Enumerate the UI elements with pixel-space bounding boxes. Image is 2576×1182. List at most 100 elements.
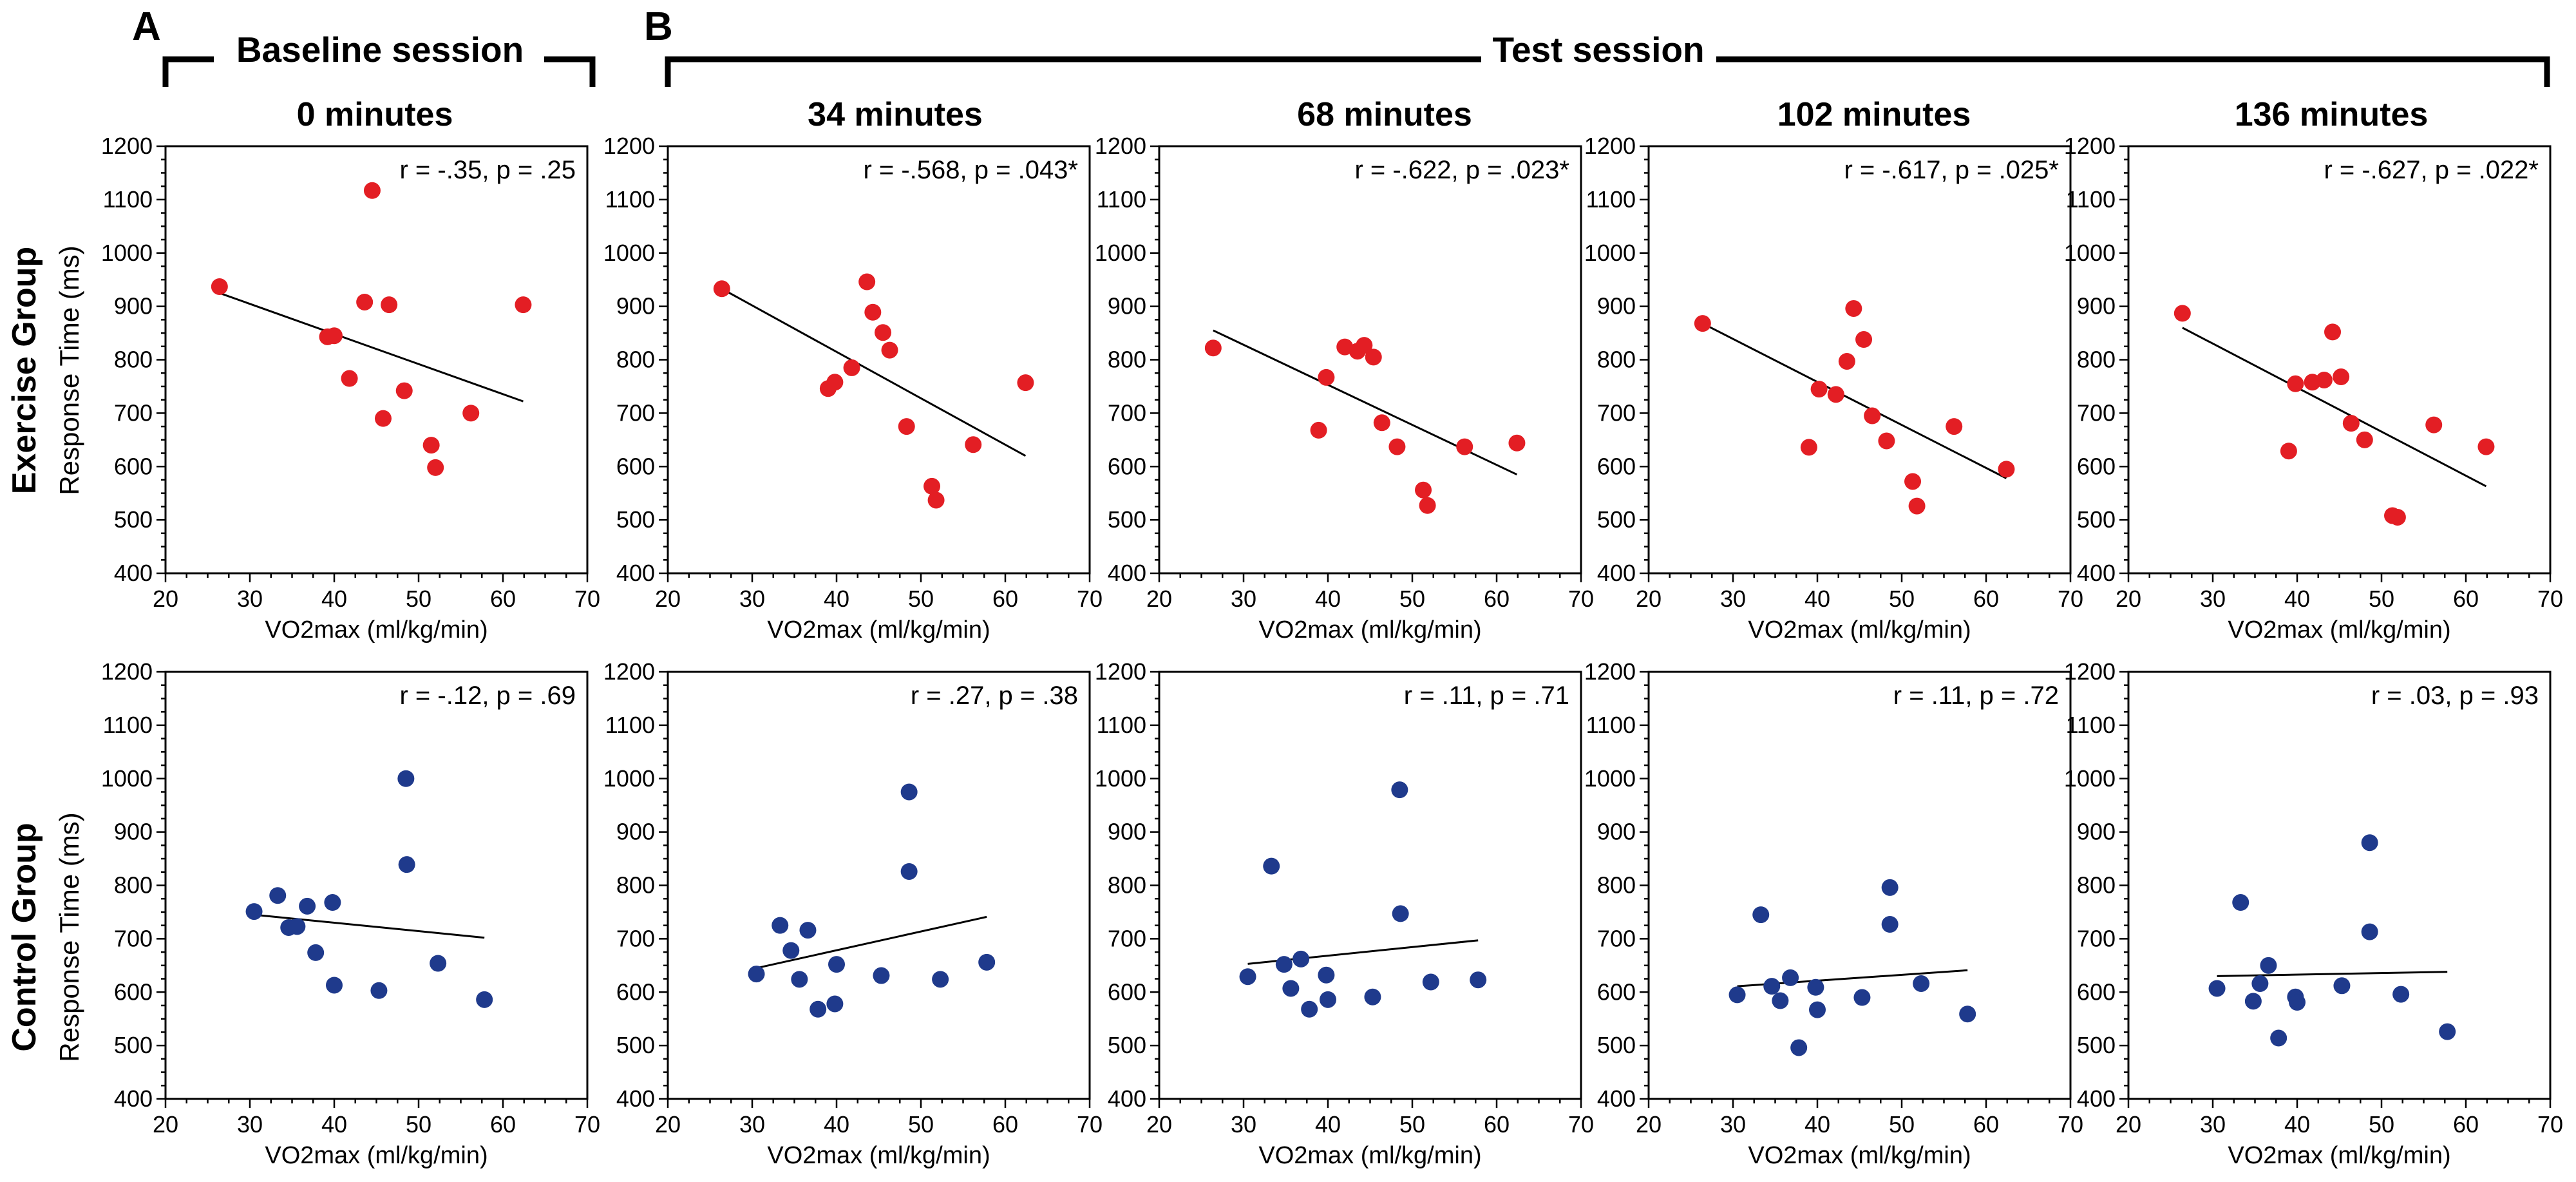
y-tick-label: 800	[1597, 872, 1636, 899]
data-point	[900, 783, 918, 801]
y-tick-label: 1200	[2064, 133, 2116, 159]
plot-frame	[164, 671, 589, 1100]
y-tick-label: 1000	[1584, 765, 1636, 792]
correlation-stat: r = .03, p = .93	[2371, 682, 2539, 710]
data-point	[1810, 381, 1828, 398]
data-point	[2333, 977, 2351, 995]
test-session-title: Test session	[1492, 30, 1704, 70]
data-point	[427, 459, 444, 476]
y-tick-label: 400	[616, 1085, 655, 1112]
y-tick-label: 1000	[603, 765, 655, 792]
data-point	[1752, 906, 1770, 924]
x-axis-label: VO2max (ml/kg/min)	[767, 616, 990, 643]
x-axis-label: VO2max (ml/kg/min)	[2228, 1142, 2450, 1169]
y-tick-label: 1200	[1095, 658, 1146, 685]
correlation-stat: r = -.622, p = .023*	[1354, 156, 1569, 184]
data-point	[430, 955, 447, 972]
x-tick-label: 50	[1399, 1111, 1425, 1138]
correlation-stat: r = -.617, p = .025*	[1844, 156, 2059, 184]
x-tick-label: 70	[1568, 1111, 1594, 1138]
plot-frame	[2127, 671, 2552, 1100]
data-point	[2477, 438, 2495, 455]
y-tick-label: 1200	[101, 658, 153, 685]
data-point	[1772, 992, 1789, 1009]
y-tick-label: 900	[1108, 293, 1146, 319]
x-tick-label: 60	[490, 1111, 516, 1138]
ylabel-exercise: Response Time (ms)	[54, 245, 84, 495]
data-point	[1364, 988, 1381, 1006]
y-tick-label: 900	[1597, 819, 1636, 845]
y-tick-label: 400	[1597, 1085, 1636, 1112]
y-tick-label: 800	[114, 872, 153, 899]
x-axis-label: VO2max (ml/kg/min)	[2228, 616, 2450, 643]
y-tick-label: 400	[2077, 560, 2116, 586]
data-point	[398, 856, 415, 873]
y-tick-label: 400	[1108, 1085, 1146, 1112]
y-tick-label: 1000	[1095, 240, 1146, 266]
data-point	[1800, 439, 1817, 456]
x-tick-label: 30	[1720, 586, 1746, 612]
data-point	[2289, 993, 2306, 1011]
y-tick-label: 600	[616, 978, 655, 1005]
plot-frame	[164, 145, 589, 575]
y-tick-label: 800	[1597, 347, 1636, 373]
data-point	[2361, 834, 2378, 852]
y-tick-label: 1200	[2064, 658, 2116, 685]
x-tick-label: 70	[1568, 586, 1594, 612]
col-title-34: 34 minutes	[808, 96, 983, 133]
data-point	[381, 296, 398, 314]
y-tick-label: 800	[616, 347, 655, 373]
data-point	[927, 491, 945, 509]
y-tick-label: 700	[1597, 399, 1636, 426]
control-panel-3: 400 500 600 700 800 900 1000 1100 1200 20 30 40 50 60…	[1584, 658, 2083, 1169]
data-point	[1293, 950, 1310, 968]
y-tick-label: 1000	[2064, 240, 2116, 266]
data-point	[772, 917, 789, 934]
y-tick-label: 500	[114, 1032, 153, 1058]
y-tick-label: 900	[2077, 293, 2116, 319]
x-tick-label: 20	[655, 1111, 681, 1138]
test-bracket	[665, 56, 2550, 87]
plot-frame	[667, 145, 1091, 575]
data-point	[2174, 305, 2191, 322]
x-tick-label: 70	[1077, 1111, 1103, 1138]
y-tick-label: 900	[616, 819, 655, 845]
col-title-136: 136 minutes	[2235, 96, 2429, 133]
data-point	[1728, 986, 1746, 1004]
y-tick-label: 500	[2077, 506, 2116, 533]
y-tick-label: 500	[2077, 1032, 2116, 1058]
x-axis-label: VO2max (ml/kg/min)	[1748, 1142, 1971, 1169]
x-tick-label: 40	[824, 1111, 849, 1138]
x-tick-label: 20	[153, 1111, 178, 1138]
data-point	[1419, 497, 1436, 514]
data-point	[363, 182, 381, 199]
y-tick-label: 800	[616, 872, 655, 899]
data-point	[2389, 508, 2406, 526]
x-tick-label: 40	[2284, 1111, 2310, 1138]
data-point	[923, 477, 941, 495]
panel-letter-a: A	[132, 5, 161, 49]
x-tick-label: 20	[1146, 1111, 1172, 1138]
y-tick-label: 1100	[1586, 186, 1636, 213]
x-tick-label: 40	[321, 1111, 347, 1138]
data-point	[864, 303, 882, 321]
y-tick-label: 1000	[1095, 765, 1146, 792]
data-point	[1422, 973, 1439, 991]
correlation-stat: r = -.568, p = .043*	[863, 156, 1078, 184]
data-point	[1881, 879, 1899, 896]
y-tick-label: 400	[2077, 1085, 2116, 1112]
y-tick-label: 1200	[1584, 133, 1636, 159]
data-point	[370, 982, 388, 999]
data-point	[799, 922, 817, 939]
x-tick-label: 20	[1146, 586, 1172, 612]
data-point	[1239, 968, 1256, 986]
y-tick-label: 1000	[101, 240, 153, 266]
data-point	[1373, 414, 1390, 432]
x-tick-label: 40	[1804, 1111, 1830, 1138]
data-point	[782, 942, 800, 959]
data-point	[2333, 368, 2350, 386]
x-tick-label: 70	[2058, 586, 2083, 612]
data-point	[2361, 923, 2378, 940]
baseline-bracket	[162, 56, 596, 87]
